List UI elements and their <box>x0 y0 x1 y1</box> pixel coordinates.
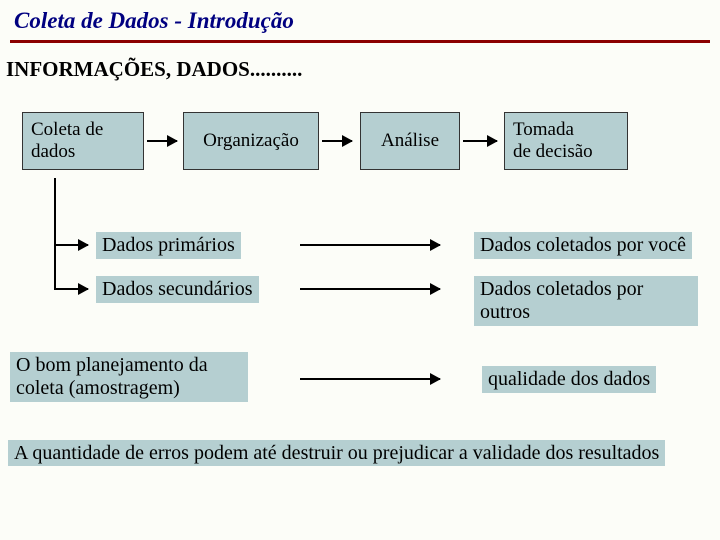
box-coleta: Coleta de dados <box>22 112 144 170</box>
box-organizacao: Organização <box>183 112 319 170</box>
box2-text: Organização <box>203 130 299 152</box>
r2-right-l2: outros <box>480 301 692 324</box>
harrow-r2 <box>54 288 88 290</box>
footer-span: A quantidade de erros podem até destruir… <box>8 440 665 466</box>
r3-left: O bom planejamento da coleta (amostragem… <box>10 352 248 402</box>
r1-right: Dados coletados por você <box>474 232 692 259</box>
r3-right: qualidade dos dados <box>482 366 656 393</box>
r2-left: Dados secundários <box>96 276 259 303</box>
box-tomada: Tomada de decisão <box>504 112 628 170</box>
box3-text: Análise <box>381 130 439 152</box>
page-title: Coleta de Dados - Introdução <box>0 0 720 40</box>
arrow-2 <box>322 140 352 142</box>
box1-line2: dados <box>31 141 75 163</box>
arrow-r3 <box>300 378 440 380</box>
box4-line1: Tomada <box>513 119 574 141</box>
box-analise: Análise <box>360 112 460 170</box>
r2-right: Dados coletados por outros <box>474 276 698 326</box>
arrow-r1 <box>300 244 440 246</box>
r3-left-l1: O bom planejamento da <box>16 354 242 377</box>
vline-main <box>54 178 56 290</box>
harrow-r1 <box>54 244 88 246</box>
r2-right-l1: Dados coletados por <box>480 278 692 301</box>
arrow-r2 <box>300 288 440 290</box>
subtitle: INFORMAÇÕES, DADOS.......... <box>0 43 720 82</box>
r3-left-l2: coleta (amostragem) <box>16 377 242 400</box>
footer-text: A quantidade de erros podem até destruir… <box>8 442 712 465</box>
arrow-1 <box>147 140 177 142</box>
r1-left: Dados primários <box>96 232 241 259</box>
arrow-3 <box>463 140 497 142</box>
flow-row: Coleta de dados Organização Análise Toma… <box>0 104 720 194</box>
box1-line1: Coleta de <box>31 119 103 141</box>
box4-line2: de decisão <box>513 141 593 163</box>
